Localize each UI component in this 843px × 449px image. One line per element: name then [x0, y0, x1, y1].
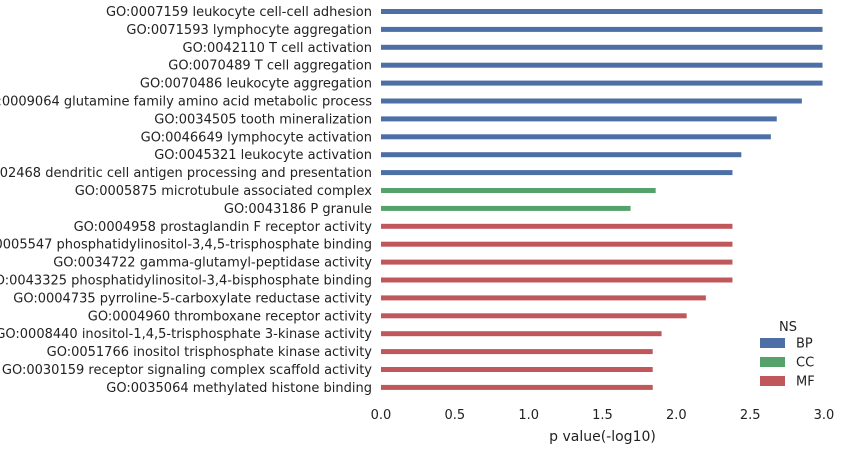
bar	[381, 277, 733, 283]
bars-layer	[381, 9, 823, 390]
category-label: GO:0070489 T cell aggregation	[168, 59, 372, 74]
category-label: GO:0004958 prostaglandin F receptor acti…	[74, 220, 373, 235]
legend-label: CC	[796, 356, 814, 371]
category-label: GO:0034722 gamma-glutamyl-peptidase acti…	[53, 256, 372, 271]
category-label: GO:0005547 phosphatidylinositol-3,4,5-tr…	[0, 238, 372, 253]
bar	[381, 295, 706, 301]
category-label: GO:0002468 dendritic cell antigen proces…	[0, 166, 372, 181]
legend-label: MF	[796, 375, 815, 390]
bar	[381, 188, 656, 193]
category-labels: GO:0007159 leukocyte cell-cell adhesion G…	[0, 5, 372, 396]
bar	[381, 331, 662, 337]
category-label: GO:0051766 inositol trisphosphate kinase…	[47, 345, 373, 360]
x-tick-label: 0.5	[444, 408, 465, 423]
legend-swatch	[760, 357, 785, 367]
legend-label: BP	[796, 337, 813, 352]
category-label: GO:0030159 receptor signaling complex sc…	[2, 363, 372, 378]
bar	[381, 26, 823, 32]
category-label: GO:0005875 microtubule associated comple…	[75, 184, 373, 199]
x-tick-label: 1.0	[518, 408, 539, 423]
category-label: GO:0009064 glutamine family amino acid m…	[0, 95, 372, 110]
bar	[381, 241, 733, 247]
x-tick-label: 0.0	[371, 408, 392, 423]
category-label: GO:0007159 leukocyte cell-cell adhesion	[106, 5, 372, 20]
legend-title: NS	[779, 320, 797, 335]
x-tick-label: 3.0	[814, 408, 835, 423]
bar	[381, 9, 823, 14]
category-label: GO:0042110 T cell activation	[183, 41, 372, 56]
bar	[381, 116, 777, 122]
x-tick-label: 1.5	[592, 408, 613, 423]
x-tick-label: 2.5	[740, 408, 761, 423]
category-label: GO:0071593 lymphocyte aggregation	[126, 23, 372, 38]
bar	[381, 170, 733, 176]
bar	[381, 134, 771, 140]
legend-swatch	[760, 338, 785, 348]
legend-entries: BP CC MF	[760, 337, 815, 390]
x-tick-label: 2.0	[666, 408, 687, 423]
bar	[381, 349, 653, 355]
category-label: GO:0004735 pyrroline-5-carboxylate reduc…	[13, 291, 372, 306]
bar	[381, 223, 733, 229]
category-label: GO:0008440 inositol-1,4,5-trisphosphate …	[0, 327, 372, 342]
category-label: GO:0004960 thromboxane receptor activity	[88, 309, 373, 324]
bar	[381, 44, 823, 50]
category-label: GO:0045321 leukocyte activation	[154, 148, 372, 163]
category-label: GO:0070486 leukocyte aggregation	[140, 77, 372, 92]
legend-swatch	[760, 376, 785, 386]
category-label: GO:0043186 P granule	[224, 202, 372, 217]
category-label: GO:0046649 lymphocyte activation	[141, 130, 372, 145]
x-axis-ticks: 0.0 0.5 1.0 1.5 2.0 2.5 3.0	[371, 408, 835, 423]
bar	[381, 259, 733, 265]
x-axis-title: p value(-log10)	[549, 429, 656, 445]
bar	[381, 80, 823, 86]
bar	[381, 98, 802, 104]
category-label: GO:0034505 tooth mineralization	[154, 112, 372, 127]
bar	[381, 313, 687, 319]
legend: NS BP CC MF	[760, 320, 815, 390]
bar	[381, 62, 823, 68]
bar	[381, 152, 742, 158]
category-label: GO:0043325 phosphatidylinositol-3,4-bisp…	[0, 274, 372, 289]
bar	[381, 367, 653, 372]
category-label: GO:0035064 methylated histone binding	[106, 381, 372, 396]
bar	[381, 384, 653, 390]
bar	[381, 205, 631, 211]
